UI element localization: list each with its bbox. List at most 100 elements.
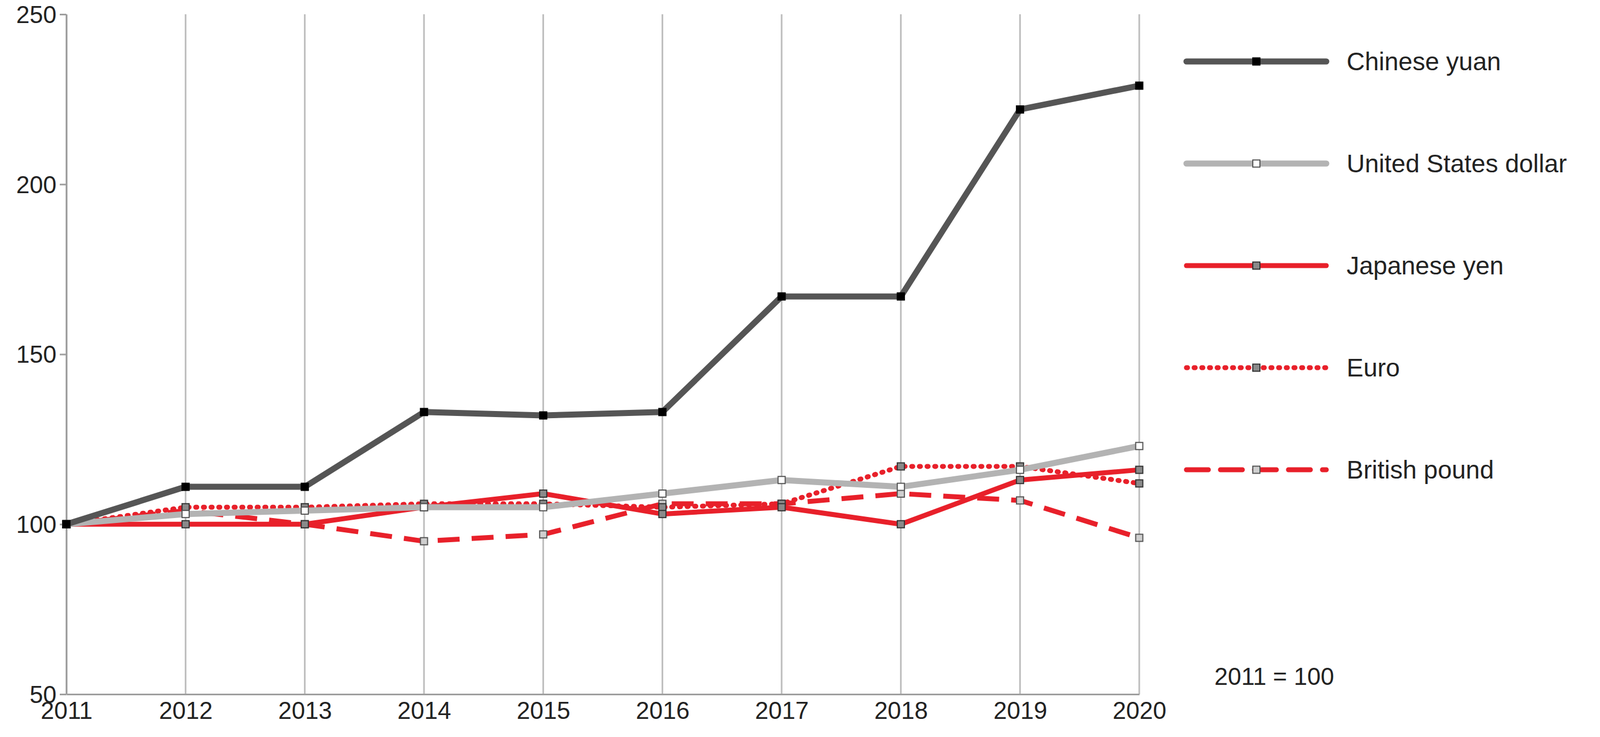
y-tick: 250 (16, 1, 67, 28)
grid-line-x (184, 14, 187, 694)
point-marker (1016, 105, 1024, 113)
point-marker (539, 411, 547, 420)
point-marker (539, 503, 547, 511)
point-marker (301, 506, 309, 514)
x-tick: 2012 (159, 693, 213, 724)
x-tick: 2013 (278, 693, 332, 724)
point-marker (301, 483, 309, 491)
point-marker (897, 292, 905, 301)
x-tick-label: 2013 (278, 696, 332, 724)
annotation: 2011 = 100 (1214, 662, 1334, 690)
legend-item: British pound (1186, 455, 1495, 484)
x-tick-label: 2018 (874, 696, 929, 724)
legend-item: Japanese yen (1186, 251, 1504, 280)
y-tick: 50 (29, 680, 67, 708)
y-tick-mark (59, 693, 67, 695)
point-marker (897, 489, 905, 497)
point-marker (778, 503, 786, 511)
point-marker (63, 520, 71, 528)
x-axis: 2011201220132014201520162017201820192020 (40, 693, 1167, 724)
point-marker (63, 520, 71, 528)
point-marker (420, 503, 428, 511)
point-marker (1135, 479, 1144, 487)
point-marker (658, 503, 666, 511)
point-marker (658, 489, 666, 497)
legend-marker (1252, 160, 1260, 168)
x-tick: 2019 (993, 693, 1048, 724)
grid-line-x (781, 14, 783, 694)
y-tick-label: 250 (16, 1, 57, 28)
grid-line-x (661, 14, 664, 694)
legend-item: United States dollar (1186, 149, 1567, 178)
point-marker (897, 520, 905, 528)
legend-label: Euro (1346, 353, 1400, 382)
y-tick-label: 200 (16, 171, 57, 199)
point-marker (1135, 534, 1144, 542)
x-tick: 2018 (874, 693, 929, 724)
legend-marker (1252, 262, 1260, 270)
legend-label: British pound (1346, 455, 1495, 484)
y-tick-label: 150 (16, 340, 57, 368)
point-marker (301, 520, 309, 528)
x-tick: 2016 (635, 693, 690, 724)
x-axis-line (66, 693, 1140, 695)
series (63, 82, 1144, 528)
legend-marker (1252, 58, 1260, 66)
legend-item: Euro (1186, 353, 1400, 382)
series-line (66, 85, 1140, 524)
x-tick: 2014 (397, 693, 452, 724)
point-marker (182, 503, 190, 511)
grid (66, 14, 1140, 694)
point-marker (1016, 496, 1024, 504)
y-tick: 100 (16, 510, 67, 538)
grid-line-x (423, 14, 426, 694)
chart: 2011201220132014201520162017201820192020… (0, 0, 1600, 737)
x-tick-label: 2015 (516, 696, 571, 724)
point-marker (897, 462, 905, 470)
point-marker (897, 483, 905, 491)
grid-line-x (1138, 14, 1141, 694)
legend-line (1186, 160, 1327, 167)
grid-line-x (1019, 14, 1021, 694)
x-tick-label: 2016 (635, 696, 690, 724)
x-tick-label: 2012 (159, 696, 213, 724)
point-marker (182, 520, 190, 528)
y-axis: 50 100 150 200 250 (16, 1, 67, 708)
point-marker (182, 510, 190, 518)
point-marker (658, 510, 666, 518)
legend-marker (1252, 364, 1260, 372)
grid-line-x (900, 14, 902, 694)
y-tick: 150 (16, 340, 67, 368)
x-tick-label: 2020 (1112, 696, 1167, 724)
grid-line-x (303, 14, 306, 694)
y-tick: 200 (16, 171, 67, 199)
point-marker (63, 520, 71, 528)
legend-label: United States dollar (1346, 149, 1567, 178)
point-marker (182, 483, 190, 491)
point-marker (1135, 442, 1144, 450)
point-marker (778, 476, 786, 484)
y-tick-label: 50 (29, 680, 57, 708)
point-marker (658, 408, 666, 416)
point-marker (1135, 82, 1144, 90)
x-tick: 2017 (755, 693, 810, 724)
point-marker (1135, 466, 1144, 474)
point-marker (1016, 476, 1024, 484)
point-marker (301, 520, 309, 528)
y-tick-mark (59, 13, 67, 16)
x-tick-label: 2017 (755, 696, 810, 724)
point-marker (63, 520, 71, 528)
x-tick: 2020 (1112, 693, 1167, 724)
point-marker (539, 489, 547, 497)
y-tick-mark (59, 353, 67, 356)
y-tick-mark (59, 183, 67, 186)
point-marker (63, 520, 71, 528)
plot-area (63, 82, 1144, 545)
legend: Chinese yuan United States dollar Japanese… (1186, 47, 1567, 484)
point-marker (420, 408, 428, 416)
legend-item: Chinese yuan (1186, 47, 1501, 76)
point-marker (1016, 466, 1024, 474)
point-marker (420, 503, 428, 511)
x-tick-label: 2019 (993, 696, 1048, 724)
legend-line (1186, 58, 1327, 65)
